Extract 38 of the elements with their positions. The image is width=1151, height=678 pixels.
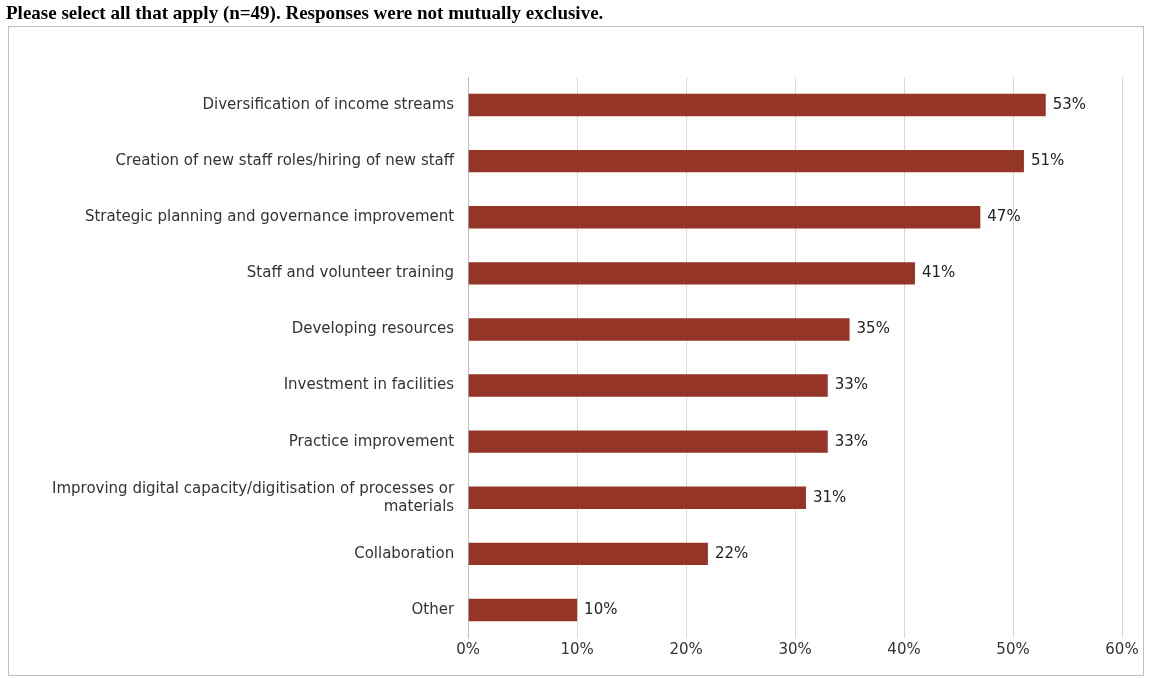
data-label: 33% bbox=[834, 431, 869, 450]
data-label: 10% bbox=[584, 599, 618, 618]
bar bbox=[468, 149, 1024, 173]
data-label: 35% bbox=[856, 319, 890, 338]
y-tick-label: Diversification of income streams bbox=[202, 94, 455, 113]
y-tick-label: Creation of new staff roles/hiring of new staff bbox=[115, 151, 455, 170]
data-label: 51% bbox=[1030, 151, 1065, 170]
y-tick-label: Staff and volunteer training bbox=[246, 263, 455, 282]
y-tick-label: Practice improvement bbox=[288, 431, 455, 450]
y-tick-label: Other bbox=[411, 599, 455, 618]
data-label: 47% bbox=[987, 207, 1021, 226]
bar bbox=[468, 542, 708, 566]
bar bbox=[468, 206, 981, 229]
bar bbox=[468, 318, 850, 341]
bar bbox=[468, 598, 578, 622]
x-tick-label: 60% bbox=[1105, 639, 1139, 658]
y-tick-label: Investment in facilities bbox=[283, 375, 455, 394]
x-tick-label: 10% bbox=[560, 639, 594, 658]
data-label: 41% bbox=[921, 263, 956, 282]
x-tick-label: 40% bbox=[887, 639, 921, 658]
data-label: 31% bbox=[812, 487, 847, 506]
y-tick-label: Strategic planning and governance improvement bbox=[84, 207, 455, 226]
bar bbox=[468, 430, 828, 453]
bar bbox=[468, 262, 915, 285]
data-label: 53% bbox=[1052, 94, 1087, 113]
text: Please select all that apply (n=49). Responses were not mutually exclusive. bbox=[6, 2, 604, 24]
x-tick-label: 20% bbox=[669, 639, 703, 658]
data-label: 22% bbox=[714, 543, 749, 562]
x-tick-label: 30% bbox=[778, 639, 812, 658]
bar bbox=[468, 486, 806, 509]
y-tick-label: Developing resources bbox=[291, 319, 455, 338]
y-tick-label: Improving digital capacity/digitisation of processes or materials bbox=[52, 478, 455, 515]
y-tick-label: Collaboration bbox=[354, 543, 455, 562]
bar bbox=[468, 374, 828, 397]
x-tick-label: 0% bbox=[456, 639, 481, 658]
x-tick-label: 50% bbox=[996, 639, 1030, 658]
bar bbox=[468, 93, 1046, 117]
data-label: 33% bbox=[834, 375, 869, 394]
